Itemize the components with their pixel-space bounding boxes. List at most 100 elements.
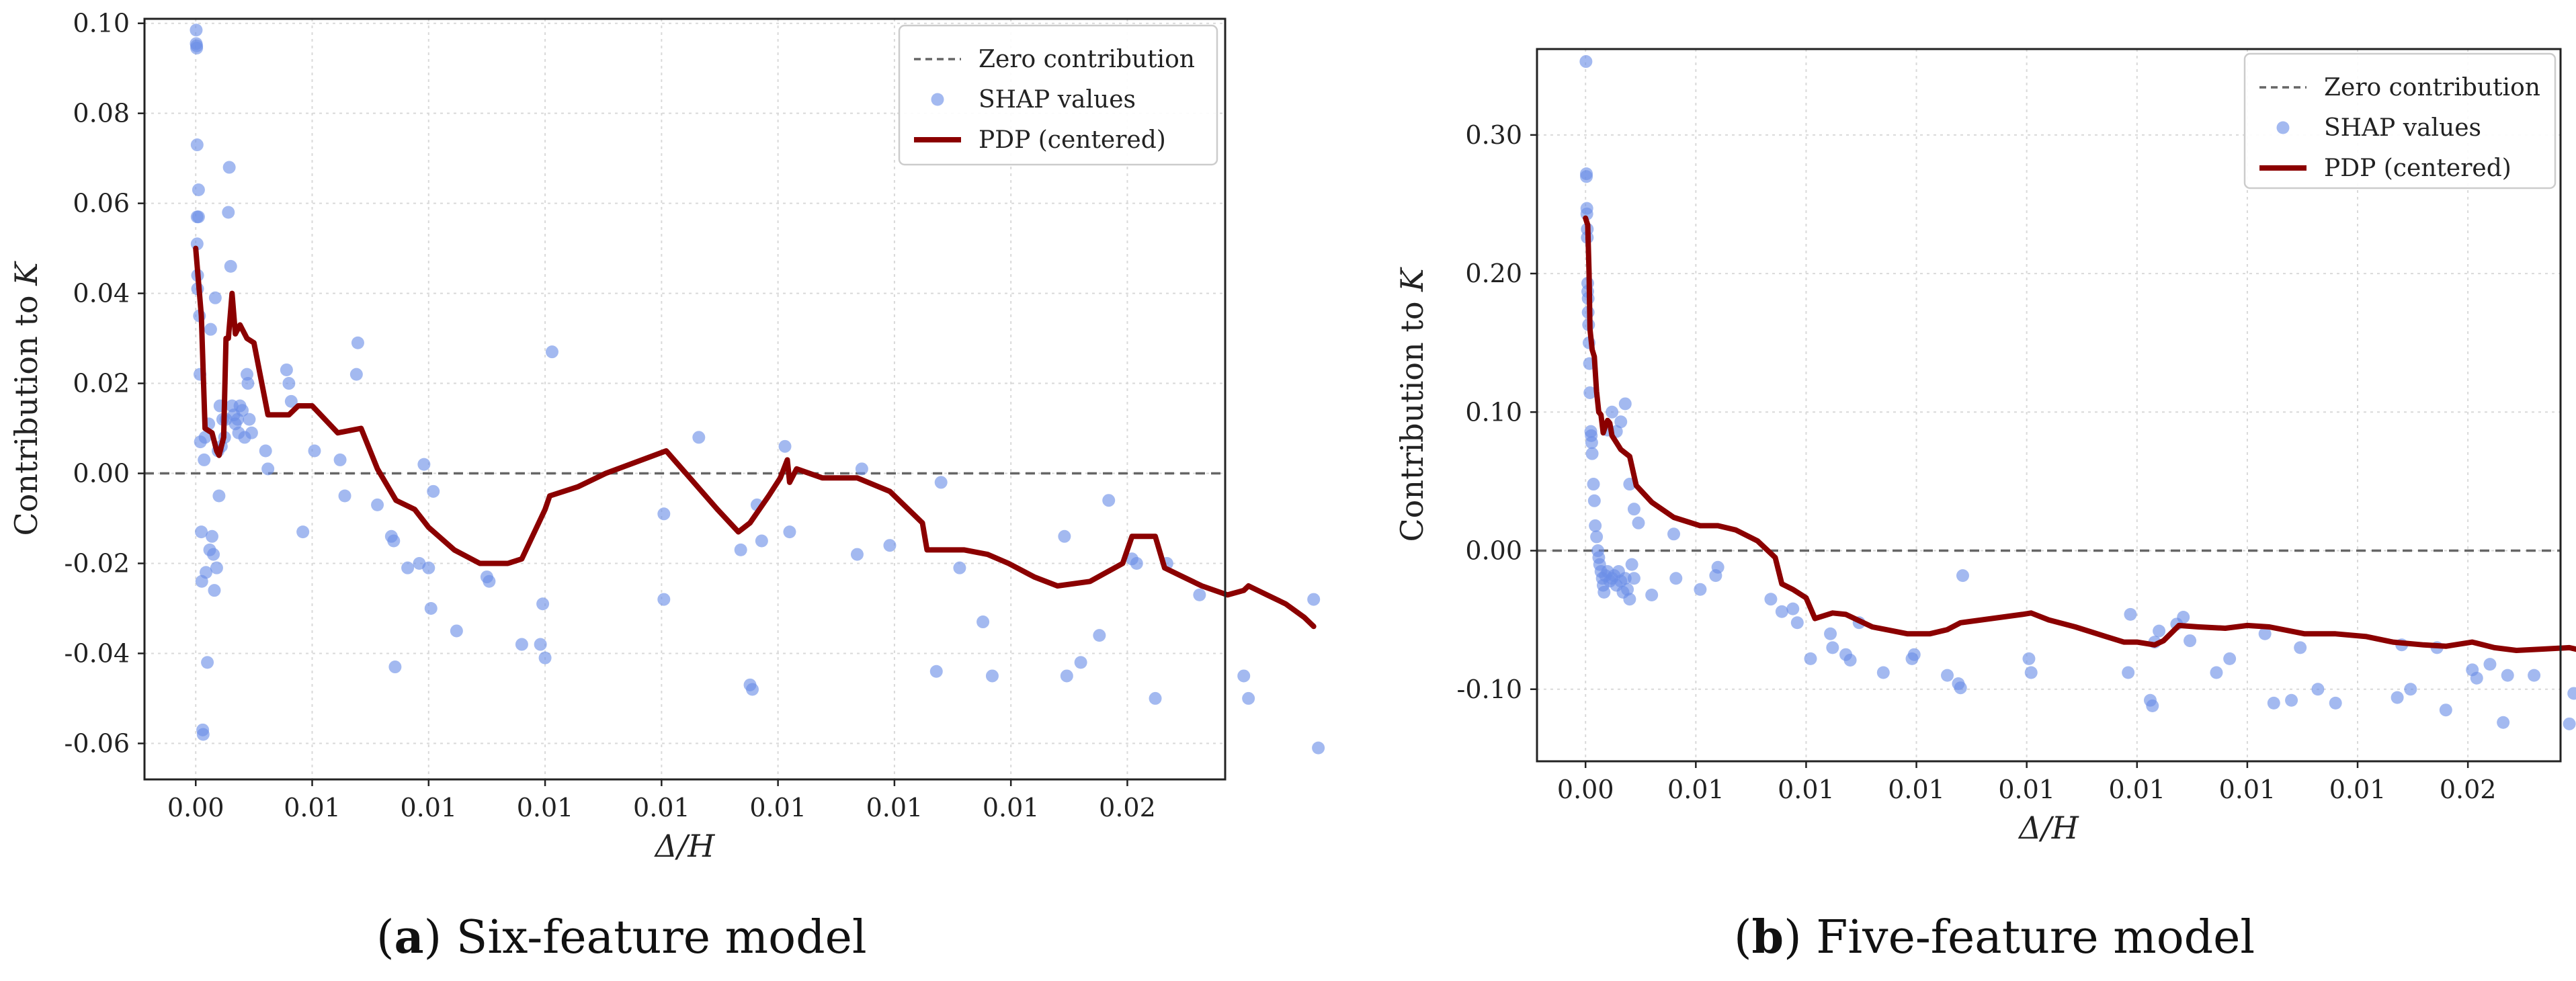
- panel-a-shap-point-54: [280, 363, 293, 376]
- panel-b-chart: 0.00 0.01 0.01 0.01 0.01 0.01 0.01 0.01 0.02 0.3…: [1394, 48, 2576, 846]
- panel-b-x-tick-label-0: 0.00: [1557, 775, 1614, 804]
- panel-b-shap-point-41: [1623, 593, 1636, 606]
- panel-a-shap-point-97: [977, 615, 990, 629]
- panel-b-shap-point-40: [1621, 583, 1634, 596]
- panel-a-shap-point-29: [210, 561, 223, 574]
- panel-a-shap-point-105: [1130, 556, 1143, 570]
- panel-a-x-tick-label-4: 0.01: [633, 793, 690, 822]
- panel-a-shap-point-61: [349, 368, 363, 381]
- panel-a-legend-box: [898, 24, 1218, 166]
- panel-b-shap-point-21: [1589, 519, 1602, 532]
- panel-a-shap-point-98: [985, 669, 999, 683]
- panel-a-shap-point-46: [236, 404, 249, 417]
- panel-a-shap-point-78: [536, 597, 550, 611]
- panel-a-shap-point-10: [192, 210, 205, 224]
- panel-b-shap-point-52: [1645, 589, 1659, 602]
- panel-a-shap-point-56: [284, 394, 298, 408]
- panel-b-y-label-prefix: Contribution to: [1394, 292, 1430, 542]
- panel-b-x-tick-label-6: 0.01: [2219, 775, 2276, 804]
- panel-b-shap-point-91: [2294, 641, 2307, 654]
- panel-b-legend-zero-label: Zero contribution: [2324, 74, 2540, 101]
- panel-b-caption-text: Five-feature model: [1816, 911, 2255, 964]
- panel-a-shap-point-102: [1093, 629, 1106, 642]
- panel-b-shap-point-44: [1606, 405, 1619, 419]
- panel-b-shap-point-59: [1775, 605, 1788, 618]
- panel-b-shap-point-46: [1614, 415, 1628, 429]
- panel-b-shap-point-64: [1826, 641, 1839, 654]
- panel-a-pdp-line: [193, 245, 1317, 630]
- panel-a-shap-point-37: [222, 206, 235, 219]
- panel-a-shap-point-0: [190, 24, 203, 37]
- panel-b-shap-point-43: [1627, 572, 1640, 585]
- panel-b-x-tick-label-7: 0.01: [2329, 775, 2386, 804]
- panel-a-legend-pdp-label: PDP (centered): [979, 126, 1166, 154]
- panel-b-shap-point-90: [2285, 693, 2298, 707]
- panel-b-y-tick-label-4: -0.10: [1457, 675, 1522, 704]
- panel-a-shap-point-50: [243, 413, 256, 426]
- panel-a-shap-point-94: [929, 665, 943, 678]
- panel-a-shap-point-67: [401, 561, 415, 574]
- panel-a-y-tick-label-5: 0.00: [73, 459, 130, 488]
- panel-b-x-tick-label-3: 0.01: [1888, 775, 1945, 804]
- panel-b-shap-point-61: [1790, 616, 1804, 630]
- panel-b-shap-point-42: [1625, 558, 1638, 571]
- panel-a-shap-point-73: [450, 624, 463, 638]
- panel-a-shap-point-81: [657, 593, 671, 606]
- panel-b-x-axis-label: Δ/H: [2018, 810, 2079, 846]
- panel-a-chart: 0.00 0.01 0.01 0.01 0.01 0.01 0.01 0.01 0.02 0.1…: [8, 9, 1325, 864]
- panel-a-shap-point-9: [192, 183, 205, 197]
- panel-a-shap-point-55: [282, 377, 296, 390]
- panel-b-shap-point-87: [2223, 652, 2237, 665]
- panel-b-caption: (b) Five-feature model: [1734, 910, 2255, 964]
- panel-a-shap-point-63: [371, 498, 384, 511]
- panel-a-shap-point-80: [545, 345, 558, 359]
- panel-b-x-tick-label-1: 0.01: [1667, 775, 1725, 804]
- panel-b-shap-point-55: [1694, 583, 1707, 596]
- panel-a-shap-point-92: [855, 462, 868, 476]
- panel-a-caption: (a) Six-feature model: [376, 910, 867, 964]
- panel-b-shap-point-75: [2022, 652, 2036, 665]
- panel-a-shap-point-88: [755, 534, 768, 548]
- panel-b-shap-point-54: [1669, 572, 1683, 585]
- panel-a-shap-point-38: [222, 161, 236, 174]
- panel-a-shap-point-111: [1307, 593, 1321, 606]
- panel-b-shap-point-29: [1597, 585, 1611, 599]
- panel-a-y-tick-label-0: 0.10: [73, 9, 130, 38]
- panel-a-shap-point-31: [212, 489, 226, 503]
- panel-b-shap-point-20: [1587, 494, 1601, 507]
- panel-a-x-ticks: 0.00 0.01 0.01 0.01 0.01 0.01 0.01 0.01 0.02: [167, 779, 1156, 822]
- panel-a-shap-point-21: [201, 656, 214, 669]
- panel-a-legend-zero-label: Zero contribution: [979, 46, 1195, 73]
- panel-a-caption-letter: a: [394, 910, 424, 964]
- panel-b-shap-point-14: [1583, 386, 1597, 399]
- panel-a-shap-point-76: [515, 638, 528, 651]
- panel-a-shap-point-109: [1237, 669, 1251, 683]
- panel-b-shap-point-50: [1632, 516, 1645, 529]
- panel-b-shap-point-62: [1804, 652, 1817, 665]
- panel-a-shap-point-79: [538, 651, 552, 665]
- panel-b-shap-point-94: [2391, 691, 2404, 704]
- panel-a-shap-point-18: [198, 453, 211, 466]
- panel-b-shap-point-88: [2258, 627, 2272, 640]
- panel-b-shap-point-18: [1585, 447, 1599, 460]
- panel-b-shap-point-89: [2267, 696, 2280, 710]
- panel-b-shap-point-101: [2483, 658, 2497, 671]
- panel-a-plot-frame: [143, 17, 1227, 781]
- panel-a-legend-shap-swatch: [931, 93, 944, 106]
- panel-b-shap-point-60: [1786, 602, 1800, 615]
- panel-a-x-tick-label-1: 0.01: [284, 793, 341, 822]
- panel-b-shap-point-84: [2177, 611, 2190, 624]
- panel-b-shap-point-77: [2122, 666, 2135, 679]
- panel-a-shap-point-19: [198, 431, 212, 444]
- panel-b-shap-point-76: [2024, 666, 2038, 679]
- panel-b-shap-point-85: [2184, 634, 2197, 648]
- panel-a-shap-point-99: [1058, 529, 1071, 543]
- panel-a-x-tick-label-7: 0.01: [983, 793, 1040, 822]
- panel-b-shap-point-106: [2567, 687, 2576, 700]
- panel-a-shap-point-58: [308, 444, 321, 458]
- panel-b-shap-point-53: [1667, 527, 1681, 541]
- panel-b-shap-point-17: [1585, 436, 1598, 450]
- panel-b-shap-point-93: [2329, 696, 2342, 710]
- panel-b-shap-point-98: [2439, 703, 2452, 717]
- panel-b-shap-point-80: [2146, 699, 2159, 713]
